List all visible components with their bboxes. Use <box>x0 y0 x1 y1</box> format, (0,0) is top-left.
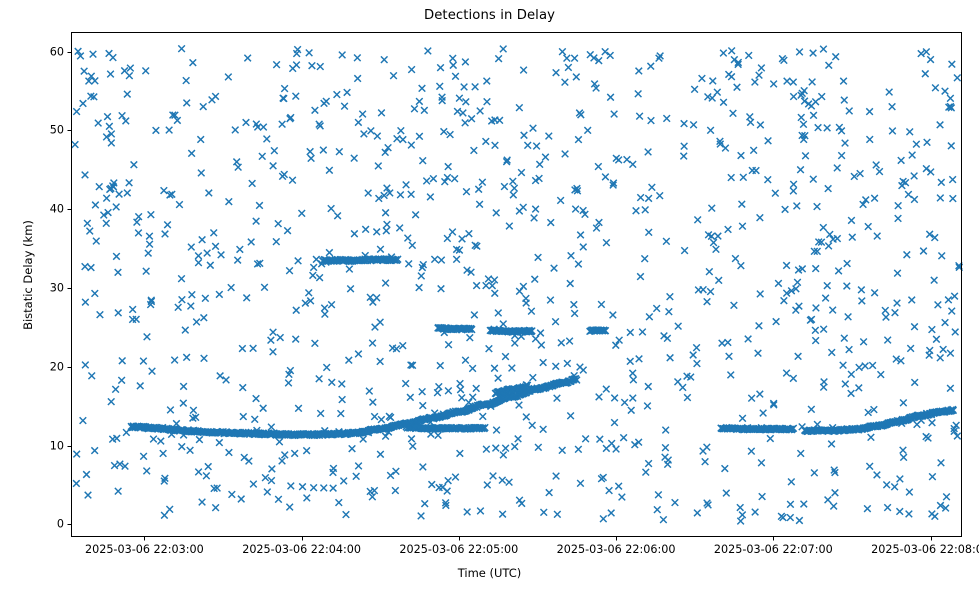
y-tick-label: 0 <box>56 517 64 531</box>
y-tick-label: 20 <box>49 360 64 374</box>
x-tick-label: 2025-03-06 22:04:00 <box>242 543 362 556</box>
x-tick-label: 2025-03-06 22:05:00 <box>399 543 519 556</box>
x-tick-label: 2025-03-06 22:06:00 <box>556 543 676 556</box>
axes-frame <box>71 32 962 537</box>
y-axis-label: Bistatic Delay (km) <box>21 220 35 330</box>
x-tick-label: 2025-03-06 22:03:00 <box>84 543 204 556</box>
y-tick-label: 50 <box>49 123 64 137</box>
data-points-layer <box>71 44 964 525</box>
y-tick-label: 10 <box>49 439 64 453</box>
y-tick-label: 40 <box>49 202 64 216</box>
axis-ticks-layer <box>67 52 932 541</box>
chart-title: Detections in Delay <box>423 8 556 23</box>
x-axis-label: Time (UTC) <box>457 566 522 580</box>
x-tick-label: 2025-03-06 22:07:00 <box>713 543 833 556</box>
x-tick-label: 2025-03-06 22:08:00 <box>871 543 979 556</box>
y-tick-label: 30 <box>49 281 64 295</box>
y-tick-label: 60 <box>49 45 64 59</box>
